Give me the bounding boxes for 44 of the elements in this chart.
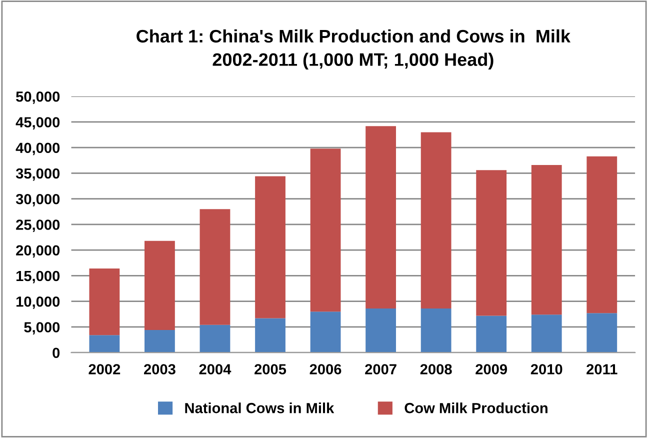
- bar: [586, 313, 618, 353]
- x-tick-label: 2010: [530, 364, 562, 374]
- y-tick-label: 40,000: [16, 142, 60, 156]
- y-tick-label: 50,000: [16, 91, 60, 104]
- y-tick-label: 25,000: [16, 220, 60, 232]
- x-tick-label: 2011: [586, 364, 618, 374]
- legend-label: Cow Milk Production: [404, 402, 548, 414]
- x-tick-label: 2008: [420, 364, 452, 374]
- bar: [200, 324, 230, 353]
- bar: [531, 165, 562, 315]
- bar: [200, 209, 230, 325]
- y-tick-label: 15,000: [16, 270, 60, 284]
- x-tick-label: 2006: [310, 364, 342, 374]
- x-tick-label: 2004: [199, 364, 232, 374]
- bar: [255, 318, 286, 353]
- chart-title: Chart 1: China's Milk Production and Cows in Milk 2002-2011 (1,000 MT; 1,000 Head): [136, 29, 571, 70]
- bar: [366, 126, 396, 309]
- bar: [144, 330, 175, 353]
- x-tick-label: 2005: [254, 364, 286, 374]
- y-tick-label: 5,000: [24, 322, 60, 335]
- x-tick-label: 2009: [476, 364, 508, 374]
- bar: [476, 170, 507, 316]
- y-tick-label: 45,000: [16, 117, 60, 130]
- bar: [310, 148, 341, 312]
- y-tick-label: 35,000: [16, 168, 60, 181]
- bar: [366, 308, 396, 353]
- y-tick-label: 10,000: [16, 296, 60, 309]
- bar: [144, 240, 175, 330]
- x-tick-label: 2003: [144, 364, 176, 374]
- bar: [586, 156, 618, 314]
- bar: [531, 314, 562, 353]
- bar: [310, 312, 341, 353]
- legend-label: National Cows in Milk: [185, 402, 334, 414]
- y-tick-label: 30,000: [16, 194, 60, 206]
- y-tick-label: 0: [52, 348, 60, 358]
- x-tick-label: 2002: [88, 364, 120, 374]
- x-tick-label: 2007: [365, 364, 396, 374]
- bar: [476, 316, 507, 353]
- bar: [420, 308, 452, 353]
- y-tick-label: 20,000: [16, 245, 60, 258]
- bar: [255, 176, 286, 318]
- bar: [89, 335, 120, 353]
- bar: [89, 268, 120, 336]
- bar: [420, 132, 452, 309]
